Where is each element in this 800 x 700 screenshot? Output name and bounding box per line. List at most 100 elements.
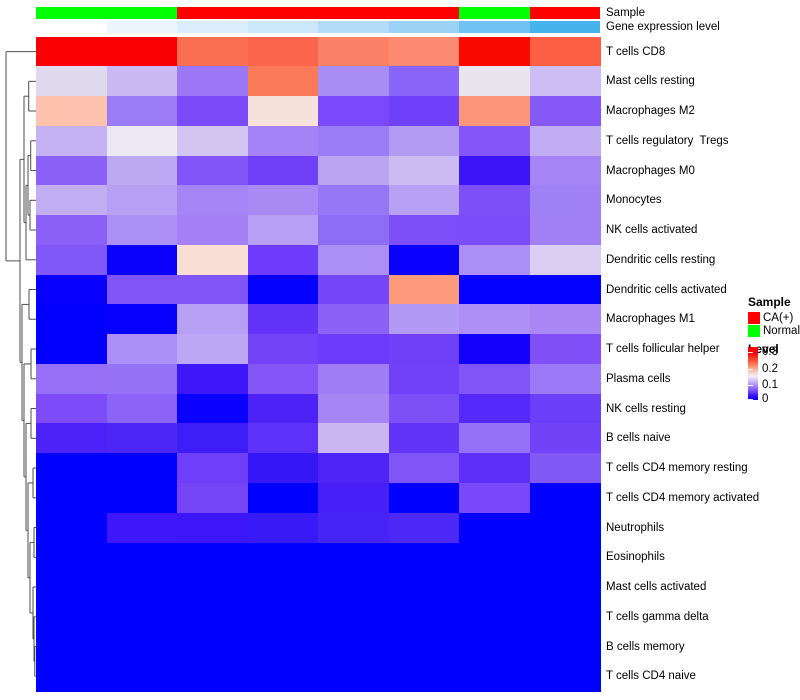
heatmap-cell [247, 215, 319, 246]
gene-expression-annotation-cell [106, 21, 177, 33]
heatmap-cell [106, 512, 178, 543]
heatmap-cell [388, 334, 460, 365]
heatmap-cell [318, 661, 389, 692]
heatmap-cell [106, 572, 178, 603]
heatmap-cell [36, 244, 107, 276]
heatmap-cell [177, 572, 248, 603]
heatmap-cell [318, 363, 389, 395]
heatmap-cell [106, 304, 178, 335]
row-label: NK cells activated [606, 224, 698, 237]
heatmap-cell [318, 572, 389, 603]
heatmap-cell [459, 423, 530, 454]
heatmap-cell [247, 631, 319, 663]
row-label: T cells CD4 memory activated [606, 491, 760, 504]
heatmap-cell [36, 185, 107, 216]
heatmap-cell [106, 453, 178, 484]
heatmap-cell [318, 304, 389, 335]
row-label: T cells regulatory Tregs [606, 134, 729, 147]
heatmap-cell [388, 215, 460, 246]
heatmap-cell [106, 155, 178, 186]
heatmap-cell [529, 36, 601, 67]
row-label: Plasma cells [606, 372, 671, 385]
heatmap-cell [106, 274, 178, 305]
heatmap-cell [36, 304, 107, 335]
heatmap-cell [529, 274, 601, 305]
row-label: T cells CD8 [606, 45, 666, 58]
heatmap-cell [529, 304, 601, 335]
heatmap-cell [36, 483, 107, 514]
heatmap-cell [36, 155, 107, 186]
row-label: T cells CD4 naive [606, 670, 696, 683]
heatmap-cell [388, 36, 460, 67]
heatmap-cell [36, 512, 107, 543]
heatmap-cell [459, 572, 530, 603]
heatmap-cell [318, 244, 389, 276]
heatmap-cell [388, 96, 460, 127]
heatmap-cell [36, 423, 107, 454]
heatmap-cell [529, 572, 601, 603]
heatmap-cell [529, 661, 601, 692]
heatmap-cell [247, 453, 319, 484]
sample-annotation-cell [177, 7, 248, 19]
column-annotation-gene-expression [36, 21, 600, 33]
row-label: Mast cells activated [606, 581, 707, 594]
heatmap-cell [318, 66, 389, 97]
heatmap-cell [388, 572, 460, 603]
level-tick-label: 0.3 [762, 345, 778, 358]
heatmap-cell [529, 125, 601, 157]
legend-swatch [748, 311, 760, 324]
heatmap-cell [388, 185, 460, 216]
heatmap-cell [529, 215, 601, 246]
heatmap-cell [177, 631, 248, 663]
heatmap-cell [459, 512, 530, 543]
sample-annotation-cell [318, 7, 389, 19]
heatmap-cell [177, 304, 248, 335]
legend-item-label: Normal [762, 324, 800, 337]
heatmap-cell [388, 274, 460, 305]
heatmap-cell [177, 453, 248, 484]
legend: Sample CA(+) Normal Level [748, 295, 800, 356]
heatmap-cell [388, 363, 460, 395]
level-tick-label: 0.1 [762, 379, 778, 392]
heatmap-cell [247, 274, 319, 305]
heatmap-cell [459, 215, 530, 246]
legend-sample-items: CA(+) Normal [748, 311, 800, 337]
heatmap-cell [177, 334, 248, 365]
heatmap-cell [106, 215, 178, 246]
row-label: Mast cells resting [606, 75, 695, 88]
row-label: T cells gamma delta [606, 610, 709, 623]
heatmap-cell [388, 125, 460, 157]
heatmap-cell [36, 542, 107, 573]
legend-swatch [748, 324, 760, 337]
heatmap-cell [529, 453, 601, 484]
heatmap-cell [177, 363, 248, 395]
sample-annotation-cell [247, 7, 318, 19]
heatmap-cell [177, 274, 248, 305]
heatmap-cell [529, 363, 601, 395]
row-label: B cells naive [606, 432, 671, 445]
heatmap-matrix [36, 36, 601, 692]
heatmap-cell [459, 155, 530, 186]
heatmap-cell [177, 483, 248, 514]
heatmap-cell [106, 602, 178, 633]
sample-annotation-cell [36, 7, 107, 19]
gene-expression-annotation-cell [459, 21, 530, 33]
heatmap-cell [318, 274, 389, 305]
heatmap-cell [36, 334, 107, 365]
heatmap-cell [36, 602, 107, 633]
heatmap-cell [318, 36, 389, 67]
heatmap-cell [388, 542, 460, 573]
heatmap-cell [529, 542, 601, 573]
heatmap-cell [36, 274, 107, 305]
annotation-label-gene-expression: Gene expression level [606, 21, 720, 33]
heatmap-cell [106, 363, 178, 395]
heatmap-cell [106, 66, 178, 97]
heatmap-cell [529, 96, 601, 127]
legend-item: Normal [748, 324, 800, 337]
heatmap-cell [177, 155, 248, 186]
heatmap-cell [106, 393, 178, 424]
heatmap-cell [106, 483, 178, 514]
heatmap-cell [247, 36, 319, 67]
heatmap-cell [318, 393, 389, 424]
heatmap-cell [247, 125, 319, 157]
